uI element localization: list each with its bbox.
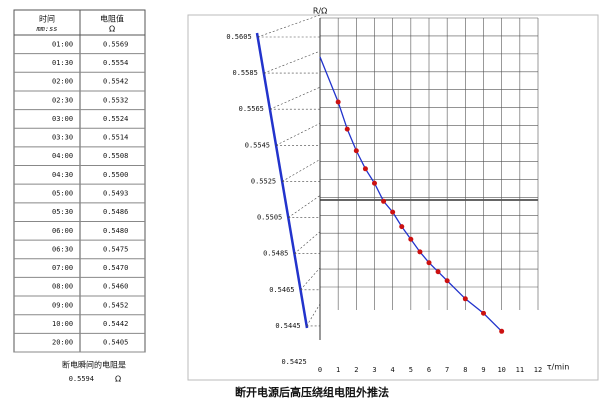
projection-diagonal	[294, 231, 321, 254]
y-tick-label: 0.5605	[226, 33, 251, 41]
time-cell: 10:00	[52, 320, 73, 328]
x-tick-label: 8	[463, 366, 467, 374]
x-tick-label: 6	[427, 366, 431, 374]
data-point	[372, 180, 377, 186]
time-cell: 01:00	[52, 40, 73, 48]
projection-diagonal	[269, 86, 321, 110]
caption-unit: Ω	[115, 375, 121, 384]
x-tick-label: 3	[372, 366, 376, 374]
data-point	[444, 278, 450, 284]
y-tick-label: 0.5565	[239, 105, 264, 113]
projection-diagonal	[306, 303, 321, 327]
projection-diagonal	[288, 195, 321, 218]
time-cell: 07:00	[52, 264, 73, 272]
x-tick-label: 2	[354, 366, 358, 374]
data-point	[381, 198, 387, 204]
resistance-cell: 0.5486	[103, 208, 128, 216]
y-tick-label: 0.5525	[251, 177, 276, 185]
x-tick-label: 12	[534, 366, 542, 374]
time-cell: 05:30	[52, 208, 73, 216]
resistance-cell: 0.5475	[103, 245, 128, 253]
header-cell: 电阻值	[100, 14, 124, 24]
x-tick-label: 0	[318, 366, 322, 374]
resistance-cell: 0.5460	[103, 283, 128, 291]
header-cell: mm:ss	[35, 25, 57, 33]
resistance-cell: 0.5554	[103, 59, 128, 67]
projection-diagonal	[282, 159, 321, 182]
resistance-cell: 0.5470	[103, 264, 128, 272]
data-point	[481, 310, 486, 316]
data-point	[462, 296, 468, 302]
caption: 断电瞬间的电阻是	[62, 360, 126, 370]
time-cell: 02:00	[52, 78, 73, 86]
x-tick-label: 5	[409, 366, 413, 374]
data-point	[408, 236, 414, 242]
time-cell: 03:30	[52, 134, 73, 142]
data-point	[426, 260, 432, 266]
resistance-cell: 0.5508	[103, 152, 128, 160]
resistance-cell: 0.5514	[103, 134, 128, 142]
resistance-cell: 0.5442	[103, 320, 128, 328]
data-point	[399, 224, 405, 230]
projection-diagonal	[257, 14, 321, 38]
data-point	[335, 99, 341, 105]
x-tick-label: 4	[391, 366, 395, 374]
x-tick-label: 7	[445, 366, 449, 374]
time-cell: 04:30	[52, 171, 73, 179]
y-tick-label: 0.5425	[281, 358, 306, 366]
time-cell: 06:00	[52, 227, 73, 235]
resistance-cell: 0.5405	[103, 339, 128, 347]
time-cell: 02:30	[52, 96, 73, 104]
y-axis-label: R/Ω	[313, 7, 327, 16]
header-cell: 时间	[39, 14, 55, 24]
chart-title: 断开电源后高压绕组电阻外推法	[235, 385, 389, 399]
chart-frame	[187, 14, 599, 381]
y-tick-label: 0.5505	[257, 214, 282, 222]
time-cell: 09:00	[52, 301, 73, 309]
projection-diagonal	[263, 50, 321, 74]
y-tick-label: 0.5465	[269, 286, 294, 294]
time-cell: 03:00	[52, 115, 73, 123]
resistance-cell: 0.5542	[103, 78, 128, 86]
x-tick-label: 10	[497, 366, 505, 374]
x-tick-label: 9	[481, 366, 485, 374]
resistance-cell: 0.5500	[103, 171, 128, 179]
data-point	[499, 328, 505, 334]
y-tick-label: 0.5545	[245, 141, 270, 149]
data-point	[390, 209, 396, 215]
header-cell: Ω	[109, 25, 115, 34]
y-tick-label: 0.5585	[233, 69, 258, 77]
y-tick-label: 0.5445	[275, 322, 300, 330]
time-cell: 05:00	[52, 190, 73, 198]
resistance-cell: 0.5532	[103, 96, 128, 104]
resistance-cell: 0.5480	[103, 227, 128, 235]
projection-diagonal	[275, 123, 321, 146]
projection-diagonal	[300, 267, 321, 290]
time-cell: 04:00	[52, 152, 73, 160]
time-cell: 06:30	[52, 245, 73, 253]
resistance-cell: 0.5569	[103, 40, 128, 48]
data-point	[417, 249, 423, 255]
data-point	[353, 148, 359, 154]
resistance-cell: 0.5524	[103, 115, 128, 123]
time-cell: 08:00	[52, 283, 73, 291]
slant-axis	[255, 32, 309, 329]
y-tick-label: 0.5485	[263, 250, 288, 258]
x-tick-label: 11	[516, 366, 524, 374]
data-point	[362, 166, 368, 172]
x-axis-label: τ/min	[547, 363, 570, 372]
data-point	[344, 126, 350, 132]
caption-value: 0.5594	[69, 375, 94, 383]
time-cell: 20:00	[52, 339, 73, 347]
resistance-cell: 0.5452	[103, 301, 128, 309]
time-cell: 01:30	[52, 59, 73, 67]
data-point	[435, 269, 441, 275]
x-tick-label: 1	[336, 366, 340, 374]
resistance-cell: 0.5493	[103, 190, 128, 198]
